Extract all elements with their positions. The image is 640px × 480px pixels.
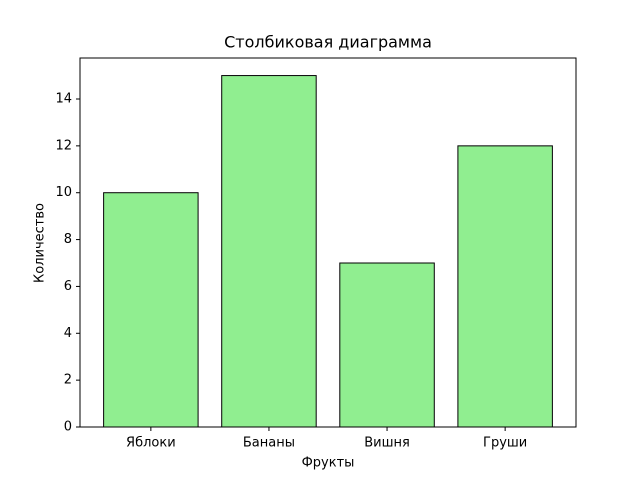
x-tick-label: Бананы xyxy=(243,436,295,451)
x-tick-label: Вишня xyxy=(364,436,410,451)
y-tick-label: 12 xyxy=(55,138,72,153)
y-axis-label: Количество xyxy=(33,203,48,283)
y-tick-label: 14 xyxy=(55,92,72,107)
bar xyxy=(103,192,199,428)
y-tick-label: 10 xyxy=(55,185,72,200)
x-tick-label: Груши xyxy=(483,436,527,451)
x-tick-label: Яблоки xyxy=(126,436,176,451)
bar xyxy=(457,145,553,428)
x-axis-label: Фрукты xyxy=(302,456,355,471)
y-tick-label: 8 xyxy=(64,232,72,247)
plot-frame xyxy=(79,57,577,428)
y-tick-label: 2 xyxy=(64,373,72,388)
y-tick-label: 4 xyxy=(64,326,72,341)
bar xyxy=(339,262,435,428)
bar xyxy=(221,75,317,428)
y-tick-label: 6 xyxy=(64,279,72,294)
y-tick-label: 0 xyxy=(64,420,72,435)
chart-title: Столбиковая диаграмма xyxy=(224,33,432,52)
